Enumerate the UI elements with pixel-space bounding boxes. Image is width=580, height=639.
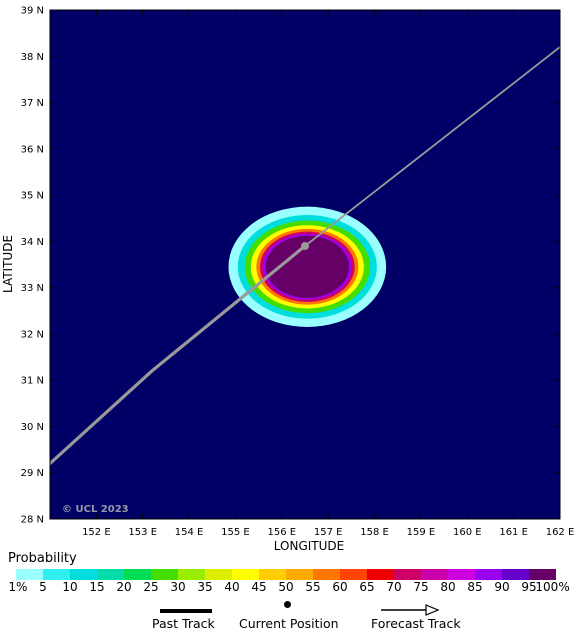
lon-tick-label: 156 E bbox=[268, 527, 297, 538]
plot-frame bbox=[49, 9, 561, 520]
map-plot-area: © UCL 2023 bbox=[50, 10, 560, 519]
lat-tick-label: 32 N bbox=[21, 329, 44, 340]
legend-label: 25 bbox=[143, 580, 159, 594]
forecast-track-label: Forecast Track bbox=[371, 616, 461, 631]
lat-tick-label: 28 N bbox=[21, 515, 44, 526]
legend-label: 20 bbox=[116, 580, 132, 594]
legend-swatch bbox=[286, 569, 313, 580]
probability-scale-labels: 1% 5 10 15 20 25 30 35 40 45 50 55 60 65 70 75 80 85 90 95 1… bbox=[0, 580, 580, 594]
forecast-track-line bbox=[304, 46, 560, 247]
copyright-watermark: © UCL 2023 bbox=[62, 504, 129, 515]
current-position-symbol bbox=[284, 601, 291, 608]
map-axes: 152 E 153 E 154 E 155 E 156 E 157 E 158 E 159 E… bbox=[21, 6, 575, 539]
legend-swatch bbox=[502, 569, 529, 580]
lat-tick-label: 29 N bbox=[21, 468, 44, 479]
legend-label: 50 bbox=[278, 580, 294, 594]
lon-tick-label: 153 E bbox=[128, 527, 157, 538]
legend-label: 35 bbox=[197, 580, 213, 594]
legend-label: 40 bbox=[224, 580, 240, 594]
lat-tick-label: 37 N bbox=[21, 98, 44, 109]
lon-tick-label: 159 E bbox=[407, 527, 436, 538]
legend-swatch bbox=[151, 569, 178, 580]
legend-label: 1% bbox=[8, 580, 28, 594]
storm-track bbox=[50, 46, 560, 466]
probability-contour-95 bbox=[265, 235, 350, 298]
legend-swatch bbox=[367, 569, 394, 580]
lat-tick-label: 33 N bbox=[21, 283, 44, 294]
current-position-marker bbox=[301, 241, 309, 250]
legend-swatch bbox=[124, 569, 151, 580]
legend-label: 70 bbox=[386, 580, 402, 594]
x-axis-label: LONGITUDE bbox=[274, 539, 344, 553]
past-track-label: Past Track bbox=[152, 616, 215, 631]
past-track-line bbox=[50, 244, 307, 466]
legend-label: 90 bbox=[494, 580, 510, 594]
y-axis-label: LATITUDE bbox=[1, 235, 15, 293]
legend-swatch bbox=[340, 569, 367, 580]
lat-tick-label: 31 N bbox=[21, 376, 44, 387]
legend-swatch bbox=[475, 569, 502, 580]
past-track-symbol bbox=[160, 609, 212, 613]
legend-swatch bbox=[205, 569, 232, 580]
legend-swatch bbox=[70, 569, 97, 580]
legend-swatch bbox=[97, 569, 124, 580]
legend-swatch bbox=[259, 569, 286, 580]
legend-label: 5 bbox=[39, 580, 47, 594]
legend-label: 15 bbox=[89, 580, 105, 594]
lon-tick-label: 161 E bbox=[499, 527, 528, 538]
legend-label: 10 bbox=[62, 580, 78, 594]
legend-swatch bbox=[16, 569, 43, 580]
legend-title: Probability bbox=[8, 551, 77, 566]
probability-color-scale bbox=[16, 569, 556, 580]
legend-swatch bbox=[529, 569, 556, 580]
lon-tick-label: 158 E bbox=[360, 527, 389, 538]
legend-label: 95 bbox=[521, 580, 537, 594]
legend-swatch bbox=[421, 569, 448, 580]
legend-swatch bbox=[394, 569, 421, 580]
lat-tick-label: 34 N bbox=[21, 237, 44, 248]
legend-swatch bbox=[448, 569, 475, 580]
legend-label: 85 bbox=[467, 580, 483, 594]
legend-label: 100% bbox=[535, 580, 570, 594]
lon-tick-label: 155 E bbox=[221, 527, 250, 538]
probability-field bbox=[228, 206, 387, 327]
lon-tick-label: 154 E bbox=[175, 527, 204, 538]
legend-swatch bbox=[43, 569, 70, 580]
lat-tick-label: 35 N bbox=[21, 191, 44, 202]
forecast-track-symbol bbox=[381, 604, 440, 616]
current-position-label: Current Position bbox=[239, 616, 339, 631]
legend-label: 30 bbox=[170, 580, 186, 594]
lat-tick-label: 39 N bbox=[21, 6, 44, 17]
lon-tick-label: 160 E bbox=[453, 527, 482, 538]
legend-swatch bbox=[232, 569, 259, 580]
legend-label: 60 bbox=[332, 580, 348, 594]
lon-tick-label: 157 E bbox=[314, 527, 343, 538]
legend-label: 75 bbox=[413, 580, 429, 594]
lat-tick-label: 30 N bbox=[21, 422, 44, 433]
legend-label: 65 bbox=[359, 580, 375, 594]
lat-tick-label: 38 N bbox=[21, 52, 44, 63]
lat-tick-label: 36 N bbox=[21, 144, 44, 155]
legend-label: 80 bbox=[440, 580, 456, 594]
lon-tick-label: 162 E bbox=[546, 527, 575, 538]
legend-swatch bbox=[313, 569, 340, 580]
lon-tick-label: 152 E bbox=[82, 527, 111, 538]
legend-label: 45 bbox=[251, 580, 267, 594]
legend-label: 55 bbox=[305, 580, 321, 594]
legend-swatch bbox=[178, 569, 205, 580]
